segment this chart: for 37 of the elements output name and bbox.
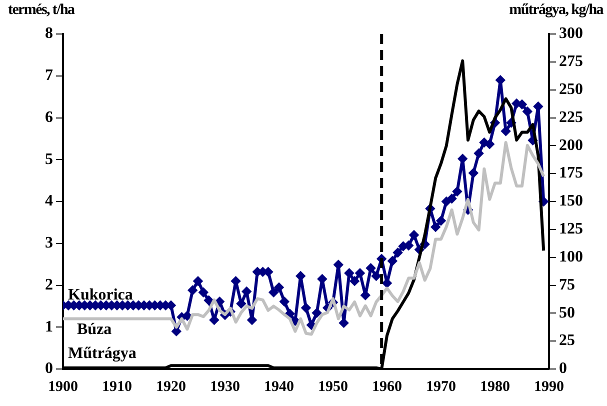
y2-tick-label: 125	[559, 220, 583, 238]
y-tick-label: 3	[45, 234, 53, 252]
x-tick-label: 1900	[48, 378, 78, 395]
y2-tick-label: 100	[559, 248, 583, 266]
y-axis-title: termés, t/ha	[8, 2, 74, 19]
series-label: Műtrágya	[68, 345, 136, 362]
y2-tick-label: 225	[559, 108, 583, 126]
series-label: Búza	[77, 320, 112, 338]
series-label: Kukorica	[68, 286, 133, 304]
y2-tick-label: 0	[559, 360, 567, 378]
y2-axis-title: műtrágya, kg/ha	[509, 2, 603, 19]
x-tick-label: 1910	[102, 378, 132, 395]
y-tick-label: 7	[45, 67, 53, 84]
x-tick-label: 1950	[318, 378, 348, 395]
y2-tick-label: 175	[559, 164, 583, 182]
y2-tick-label: 300	[559, 25, 583, 42]
y2-tick-label: 150	[559, 192, 583, 210]
y2-tick-label: 75	[559, 276, 575, 294]
x-tick-label: 1920	[156, 378, 186, 395]
y2-tick-label: 250	[559, 80, 583, 98]
x-tick-label: 1930	[210, 378, 240, 395]
x-tick-label: 1940	[264, 378, 294, 395]
x-tick-label: 1980	[480, 378, 510, 395]
x-tick-label: 1970	[426, 378, 456, 395]
y2-tick-label: 25	[559, 332, 575, 350]
y-tick-label: 5	[45, 150, 53, 168]
y-tick-label: 2	[45, 276, 53, 294]
y-tick-label: 1	[45, 318, 53, 336]
y2-tick-label: 50	[559, 304, 575, 322]
y-tick-label: 0	[45, 360, 53, 378]
x-tick-label: 1990	[534, 378, 564, 395]
y-tick-label: 8	[45, 25, 53, 42]
y2-tick-label: 275	[559, 53, 583, 70]
y-tick-label: 4	[45, 192, 53, 210]
x-tick-label: 1960	[372, 378, 402, 395]
y-tick-label: 6	[45, 108, 53, 126]
y2-tick-label: 200	[559, 136, 583, 154]
